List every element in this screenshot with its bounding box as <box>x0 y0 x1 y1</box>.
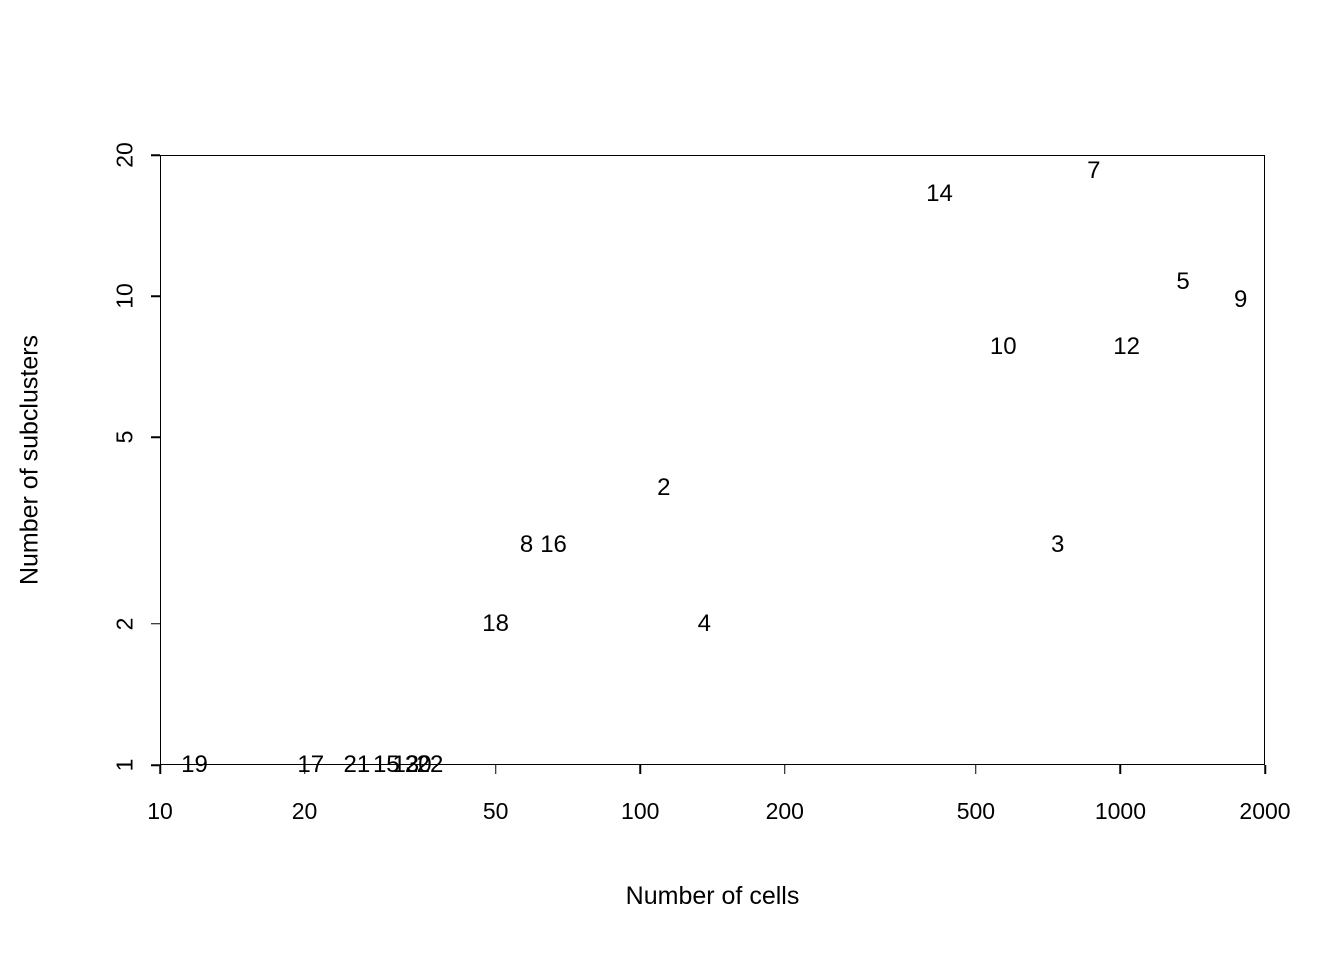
y-tick-label: 10 <box>111 283 138 309</box>
data-point-label: 3 <box>1050 530 1065 558</box>
data-point-label: 2 <box>657 473 671 501</box>
y-tick-label: 20 <box>111 142 138 168</box>
x-tick-label: 20 <box>291 798 318 824</box>
x-tick-label: 10 <box>147 798 173 824</box>
y-tick-mark <box>151 154 160 156</box>
x-tick-mark <box>1264 765 1266 774</box>
y-tick-mark <box>151 764 160 766</box>
plot-area <box>160 155 1265 765</box>
data-point-label: 16 <box>540 530 567 558</box>
data-point-label: 12 <box>1113 332 1140 360</box>
x-tick-mark <box>639 765 641 774</box>
x-tick-mark <box>159 765 161 774</box>
y-tick-label: 1 <box>111 758 138 772</box>
y-axis-title: Number of subclusters <box>15 334 44 586</box>
data-point-label: 5 <box>1176 268 1190 296</box>
x-tick-mark <box>784 765 786 774</box>
data-point-label: 10 <box>989 332 1017 360</box>
x-axis-title: Number of cells <box>625 882 800 910</box>
data-point-label: 8 <box>519 530 534 558</box>
x-tick-label: 1000 <box>1094 798 1147 824</box>
x-tick-label: 100 <box>621 798 660 824</box>
x-tick-mark <box>303 765 306 774</box>
data-point-label: 15 <box>372 751 400 778</box>
data-point-label: 22 <box>416 751 444 778</box>
x-tick-label: 50 <box>482 798 509 824</box>
y-tick-mark <box>151 623 160 625</box>
x-tick-label: 500 <box>956 798 996 824</box>
y-tick-label: 5 <box>111 430 138 444</box>
x-tick-mark <box>1119 765 1122 774</box>
data-point-label: 21 <box>343 751 371 778</box>
x-tick-mark <box>975 765 977 774</box>
data-point-label: 4 <box>697 609 712 637</box>
data-point-label: 19 <box>181 751 208 778</box>
data-point-label: 9 <box>1234 286 1248 314</box>
data-point-label: 18 <box>482 609 510 637</box>
data-point-label: 13 <box>392 751 420 778</box>
data-point-label: 20 <box>404 751 432 778</box>
y-tick-mark <box>151 436 160 439</box>
data-point-label: 17 <box>297 751 325 778</box>
data-point-label: 14 <box>926 180 953 208</box>
x-tick-mark <box>494 765 497 774</box>
y-tick-mark <box>151 295 160 297</box>
x-tick-label: 200 <box>765 798 804 824</box>
x-tick-label: 2000 <box>1239 798 1291 824</box>
data-point-label: 7 <box>1087 156 1101 184</box>
y-tick-label: 2 <box>111 617 138 631</box>
